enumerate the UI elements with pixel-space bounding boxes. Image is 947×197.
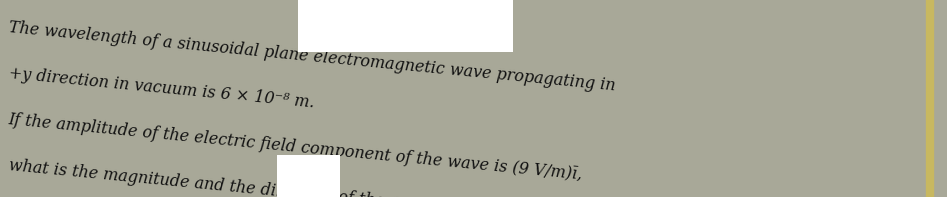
Text: The wavelength of a sinusoidal plane electromagnetic wave propagating in: The wavelength of a sinusoidal plane ele… [8,19,616,94]
Bar [277,155,340,197]
Text: +y direction in vacuum is 6 × 10⁻⁸ m.: +y direction in vacuum is 6 × 10⁻⁸ m. [8,65,314,112]
Bar [298,0,513,52]
Text: what is the magnitude and the direction of the magnetic field component?: what is the magnitude and the direction … [8,157,609,197]
Text: If the amplitude of the electric field component of the wave is (9 V/m)ī,: If the amplitude of the electric field c… [8,111,583,183]
